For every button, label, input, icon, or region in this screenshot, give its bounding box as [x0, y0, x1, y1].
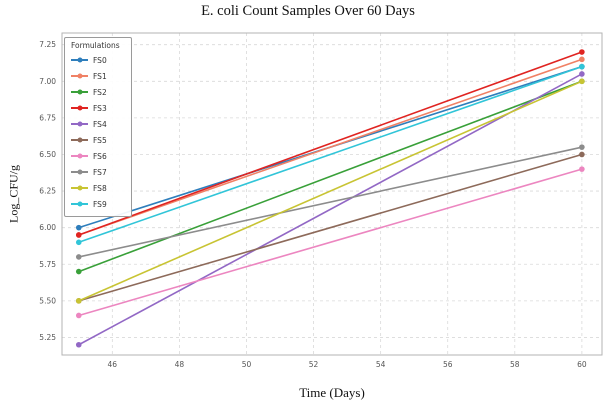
- legend-item: FS2: [71, 84, 120, 100]
- legend: Formulations FS0 FS1 FS2 FS3 FS4 FS5 FS6 FS7 FS8…: [64, 37, 132, 217]
- legend-items: FS0 FS1 FS2 FS3 FS4 FS5 FS6 FS7 FS8 FS9: [71, 52, 120, 212]
- x-tick-label: 48: [175, 360, 185, 369]
- legend-item: FS1: [71, 68, 120, 84]
- x-tick-label: 58: [510, 360, 520, 369]
- legend-label: FS3: [93, 103, 107, 113]
- y-tick-label: 6.00: [39, 223, 56, 232]
- legend-marker-icon: [71, 201, 88, 207]
- legend-item: FS9: [71, 196, 120, 212]
- chart-title: E. coli Count Samples Over 60 Days: [201, 3, 415, 19]
- legend-item: FS5: [71, 132, 120, 148]
- x-tick-label: 52: [309, 360, 319, 369]
- legend-title: Formulations: [71, 41, 120, 50]
- x-tick-label: 56: [443, 360, 453, 369]
- y-tick-label: 5.25: [39, 333, 56, 342]
- x-tick-label: 60: [577, 360, 587, 369]
- y-tick-label: 7.25: [39, 40, 56, 49]
- legend-label: FS2: [93, 87, 107, 97]
- series-FS6: [75, 166, 585, 319]
- y-tick-label: 6.25: [39, 187, 56, 196]
- y-tick-label: 6.75: [39, 113, 56, 122]
- legend-label: FS7: [93, 167, 107, 177]
- y-tick-label: 7.00: [39, 77, 56, 86]
- x-tick-label: 54: [376, 360, 386, 369]
- legend-label: FS8: [93, 183, 107, 193]
- legend-marker-icon: [71, 89, 88, 95]
- series-FS4: [75, 71, 585, 348]
- legend-item: FS0: [71, 52, 120, 68]
- legend-item: FS8: [71, 180, 120, 196]
- x-tick-label: 46: [108, 360, 118, 369]
- series-FS1: [75, 56, 585, 238]
- y-tick-label: 5.50: [39, 296, 56, 305]
- legend-marker-icon: [71, 57, 88, 63]
- legend-label: FS5: [93, 135, 107, 145]
- legend-marker-icon: [71, 169, 88, 175]
- legend-marker-icon: [71, 105, 88, 111]
- series-FS9: [75, 63, 585, 246]
- series-FS8: [75, 78, 585, 304]
- series-FS3: [75, 49, 585, 238]
- y-tick-label: 6.50: [39, 150, 56, 159]
- legend-item: FS3: [71, 100, 120, 116]
- legend-marker-icon: [71, 185, 88, 191]
- legend-marker-icon: [71, 73, 88, 79]
- legend-label: FS1: [93, 71, 107, 81]
- legend-item: FS4: [71, 116, 120, 132]
- legend-label: FS9: [93, 199, 107, 209]
- x-axis-label: Time (Days): [299, 385, 365, 400]
- legend-marker-icon: [71, 153, 88, 159]
- y-tick-label: 5.75: [39, 260, 56, 269]
- legend-marker-icon: [71, 121, 88, 127]
- x-tick-label: 50: [242, 360, 252, 369]
- legend-label: FS0: [93, 55, 107, 65]
- series-FS7: [75, 144, 585, 260]
- legend-item: FS7: [71, 164, 120, 180]
- legend-marker-icon: [71, 137, 88, 143]
- y-axis-label: Log_CFU/g: [6, 164, 21, 224]
- legend-label: FS4: [93, 119, 107, 129]
- legend-item: FS6: [71, 148, 120, 164]
- legend-label: FS6: [93, 151, 107, 161]
